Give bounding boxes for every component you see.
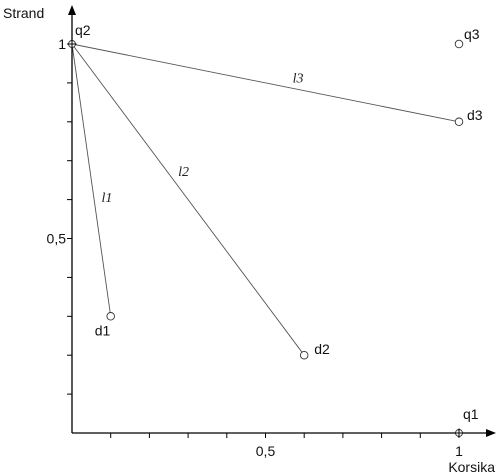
y-axis-arrowhead — [68, 5, 76, 15]
segment-label-l2: l2 — [178, 165, 189, 180]
point-d1 — [106, 312, 115, 321]
point-label-d1: d1 — [95, 322, 111, 338]
segment-l1 — [71, 43, 112, 317]
segment-label-l3: l3 — [293, 71, 304, 86]
point-label-d2: d2 — [314, 341, 330, 357]
point-q3 — [454, 39, 464, 49]
x-axis-label: Korsika — [448, 459, 495, 475]
point-label-q2: q2 — [75, 22, 91, 38]
ticks-layer: 0,5 1 0,5 1 — [47, 36, 464, 459]
segment-label-l1: l1 — [101, 191, 112, 206]
segment-l2 — [71, 43, 305, 356]
axes-layer: Korsika Strand — [3, 5, 496, 475]
point-d3 — [454, 117, 464, 127]
x-axis-arrowhead — [486, 429, 496, 437]
point-label-d3: d3 — [467, 107, 483, 123]
point-label-q1: q1 — [463, 406, 479, 422]
y-axis-label: Strand — [3, 5, 44, 21]
x-tick-label: 1 — [455, 443, 463, 459]
point-label-q3: q3 — [464, 26, 480, 42]
points-layer: q1 q2 q3 d1 d2 d3 — [67, 22, 483, 438]
y-tick-label: 0,5 — [47, 231, 67, 247]
segment-l3 — [71, 43, 460, 123]
segments-layer: l1 l2 l3 — [71, 43, 460, 356]
y-tick-label: 1 — [58, 36, 66, 52]
point-d2 — [299, 350, 309, 360]
x-tick-label: 0,5 — [256, 443, 276, 459]
